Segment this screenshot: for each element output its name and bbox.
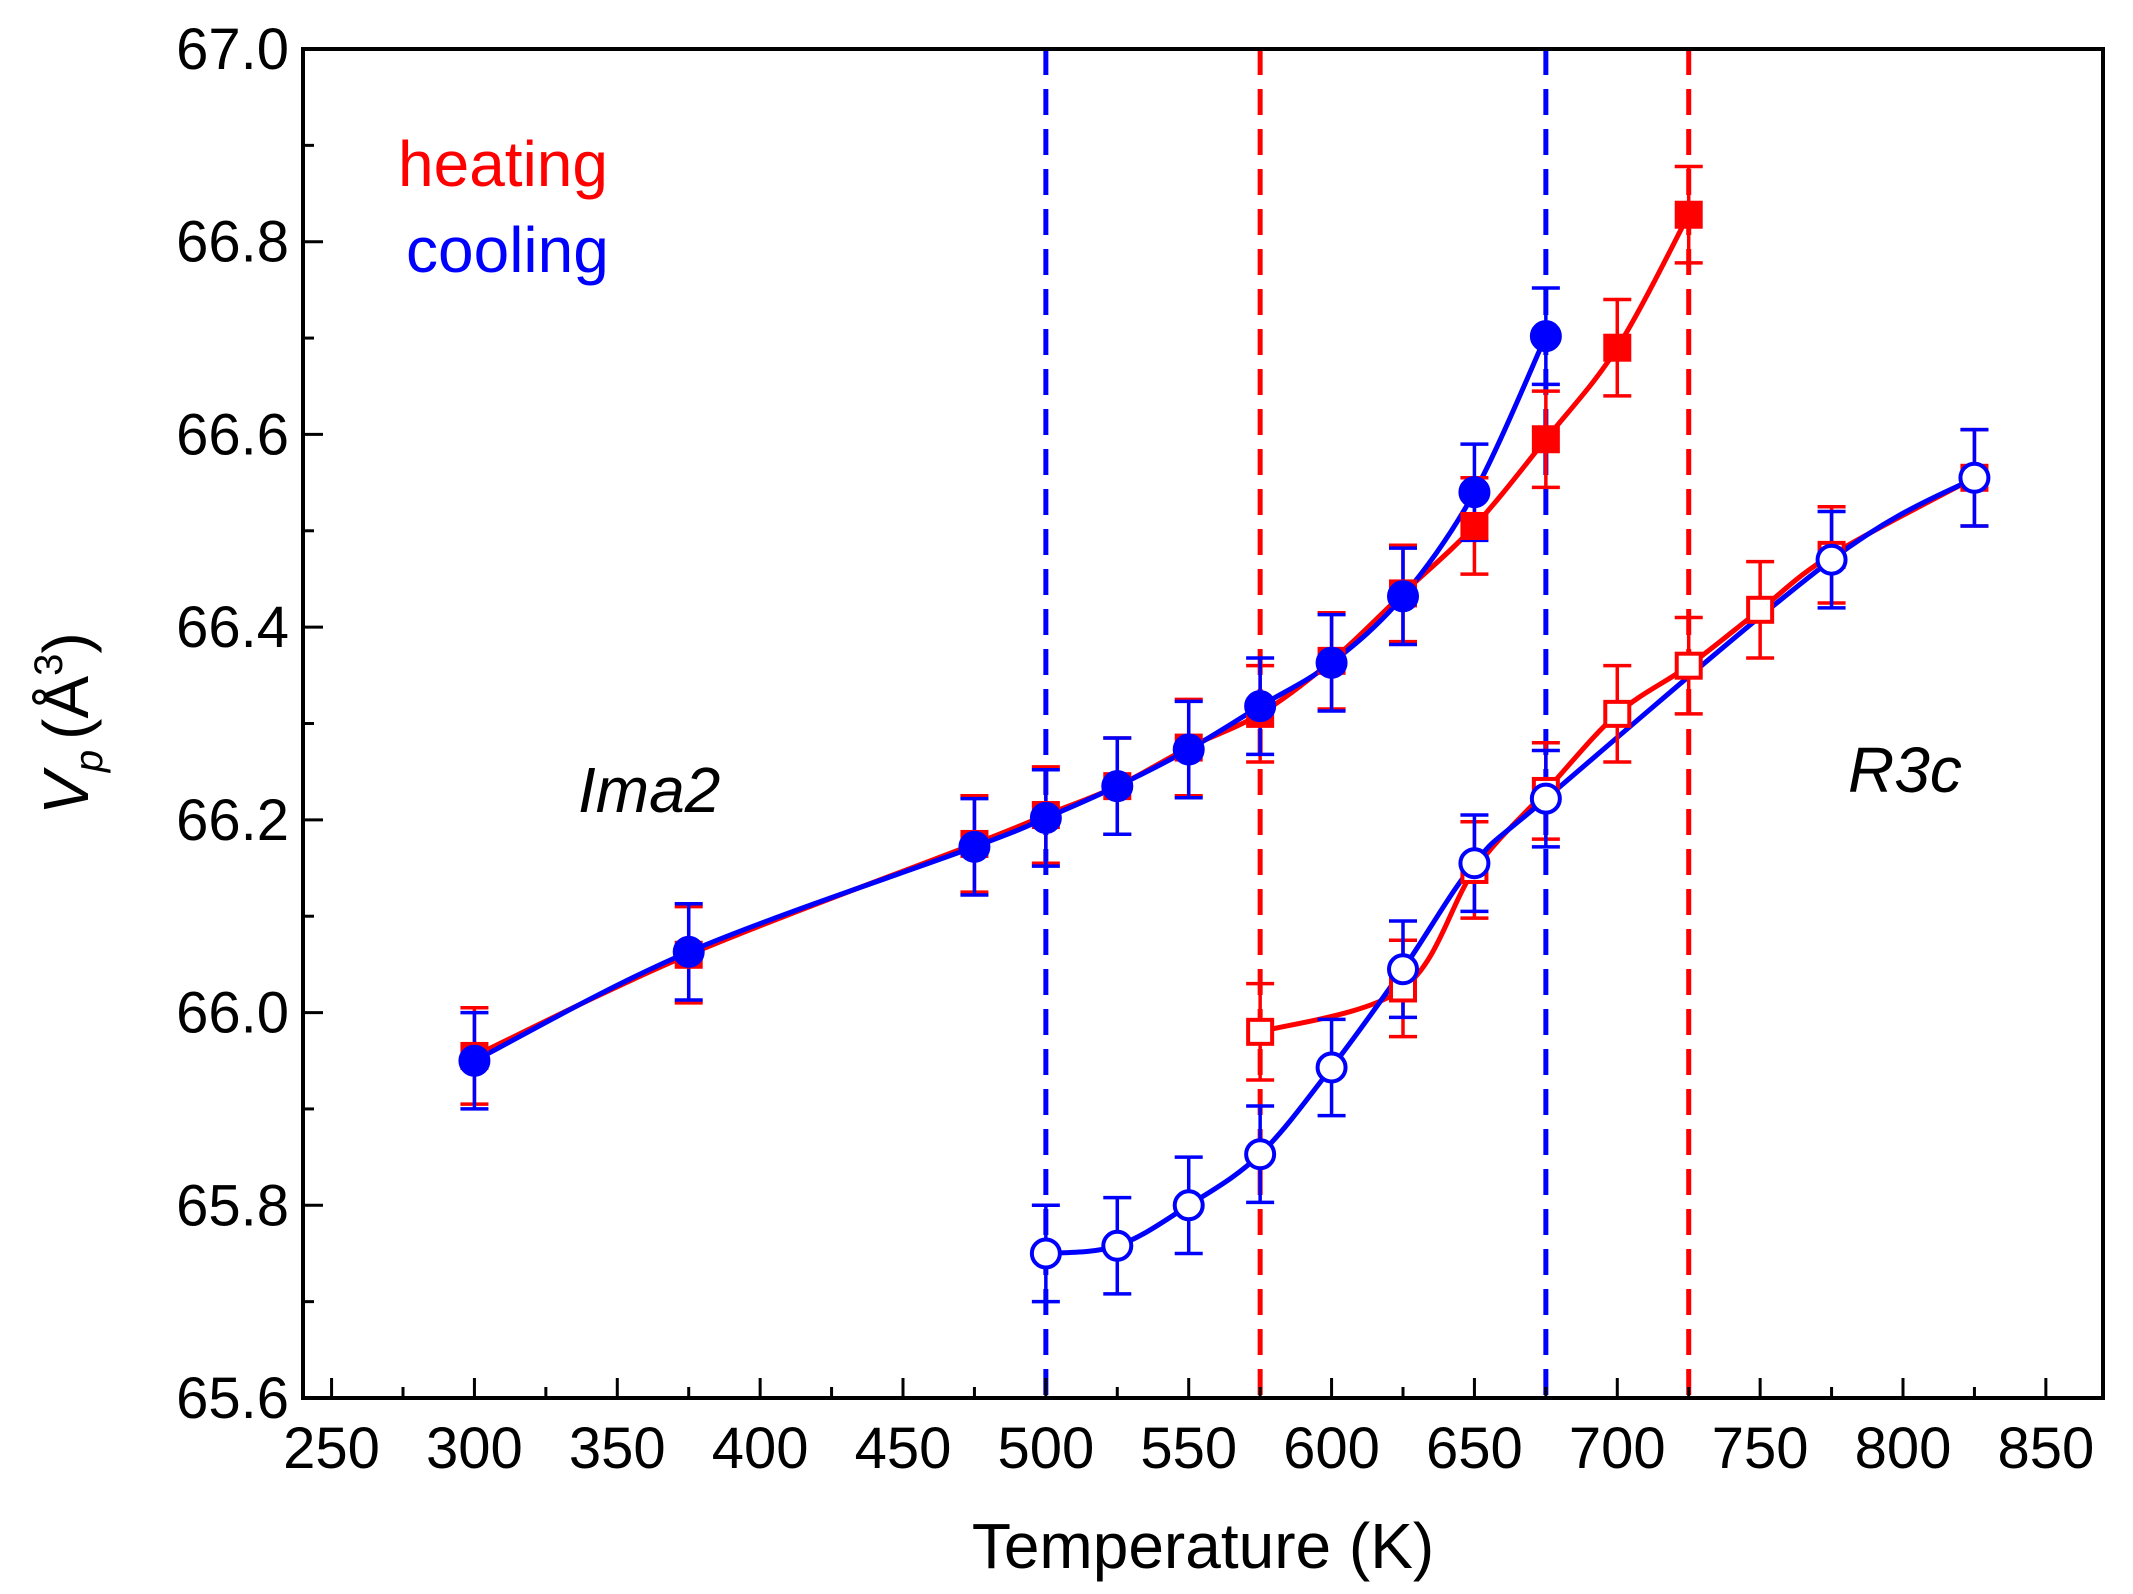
legend-heating: heating bbox=[398, 128, 608, 200]
data-point-heating-r3c bbox=[1603, 699, 1632, 728]
data-markers bbox=[458, 200, 1991, 1270]
x-tick-label: 750 bbox=[1712, 1416, 1809, 1481]
y-tick-label: 65.8 bbox=[176, 1173, 289, 1238]
data-point-cooling-ima2 bbox=[458, 1044, 491, 1077]
series-line-heating-ima2 bbox=[473, 213, 1691, 1059]
y-axis-subscript: p bbox=[67, 750, 111, 773]
y-tick-label: 66.4 bbox=[176, 595, 289, 660]
y-tick-label: 66.2 bbox=[176, 788, 289, 853]
data-point-cooling-r3c bbox=[1387, 953, 1419, 986]
data-point-cooling-r3c bbox=[1458, 847, 1491, 880]
x-tick-label: 300 bbox=[426, 1416, 523, 1481]
data-point-cooling-ima2 bbox=[1244, 690, 1277, 723]
data-point-cooling-r3c bbox=[1244, 1138, 1277, 1171]
data-point-heating-r3c bbox=[1246, 1017, 1275, 1046]
x-tick-label: 600 bbox=[1283, 1416, 1380, 1481]
data-point-cooling-ima2 bbox=[1529, 320, 1562, 353]
x-tick-label: 450 bbox=[855, 1416, 952, 1481]
data-point-cooling-ima2 bbox=[1029, 801, 1062, 834]
x-axis-title: Temperature (K) bbox=[972, 1510, 1434, 1582]
y-tick-label: 67.0 bbox=[176, 17, 289, 82]
y-axis-title: Vp (Å3) bbox=[27, 632, 111, 815]
x-tick-label: 700 bbox=[1569, 1416, 1666, 1481]
x-tick-label: 850 bbox=[1997, 1416, 2094, 1481]
data-point-cooling-ima2 bbox=[1387, 580, 1419, 613]
data-point-cooling-r3c bbox=[1529, 782, 1562, 815]
series-line-cooling-ima2 bbox=[473, 335, 1549, 1063]
phase-label-ima2: Ima2 bbox=[578, 754, 720, 826]
legend-cooling: cooling bbox=[406, 214, 609, 286]
y-tick-label: 66.6 bbox=[176, 402, 289, 467]
data-point-cooling-r3c bbox=[1958, 461, 1991, 494]
data-point-cooling-r3c bbox=[1029, 1237, 1062, 1270]
data-point-heating-ima2 bbox=[1531, 425, 1560, 454]
transition-lines bbox=[1043, 49, 1692, 1398]
series-curves bbox=[473, 213, 1976, 1256]
data-point-cooling-r3c bbox=[1815, 543, 1848, 576]
x-tick-label: 500 bbox=[997, 1416, 1094, 1481]
data-point-cooling-ima2 bbox=[958, 830, 991, 863]
data-point-heating-ima2 bbox=[1674, 200, 1703, 229]
data-point-heating-r3c bbox=[1746, 595, 1775, 624]
y-axis-unit-close: ) bbox=[30, 632, 102, 653]
data-point-cooling-ima2 bbox=[1458, 476, 1491, 509]
y-tick-label: 65.6 bbox=[176, 1366, 289, 1431]
x-tick-label: 800 bbox=[1855, 1416, 1952, 1481]
data-point-heating-r3c bbox=[1674, 651, 1703, 680]
y-tick-label: 66.0 bbox=[176, 981, 289, 1046]
y-tick-label: 66.8 bbox=[176, 210, 289, 275]
data-point-cooling-ima2 bbox=[1315, 646, 1348, 679]
data-point-cooling-r3c bbox=[1101, 1229, 1134, 1262]
data-point-cooling-ima2 bbox=[1101, 770, 1134, 803]
x-tick-label: 250 bbox=[283, 1416, 380, 1481]
svg-text:Vp(Å3): Vp (Å3) bbox=[27, 632, 111, 815]
series-line-cooling-r3c bbox=[1045, 475, 1976, 1256]
y-axis-symbol: V bbox=[30, 767, 102, 815]
data-point-cooling-ima2 bbox=[1172, 733, 1205, 766]
data-point-heating-ima2 bbox=[1460, 511, 1489, 540]
y-axis-superscript: 3 bbox=[27, 654, 71, 676]
axis-ticks: 250 300 350 400 450 500 550 600 650 700 750 800 850 6… bbox=[176, 17, 2094, 1481]
data-point-cooling-r3c bbox=[1172, 1189, 1205, 1222]
x-tick-label: 550 bbox=[1140, 1416, 1237, 1481]
phase-label-r3c: R3c bbox=[1848, 734, 1962, 806]
data-point-cooling-r3c bbox=[1315, 1051, 1348, 1084]
y-axis-unit: (Å bbox=[30, 676, 102, 740]
x-tick-label: 400 bbox=[712, 1416, 809, 1481]
data-point-cooling-ima2 bbox=[672, 935, 705, 968]
x-tick-label: 650 bbox=[1426, 1416, 1523, 1481]
x-tick-label: 350 bbox=[569, 1416, 666, 1481]
data-point-heating-ima2 bbox=[1603, 333, 1632, 362]
